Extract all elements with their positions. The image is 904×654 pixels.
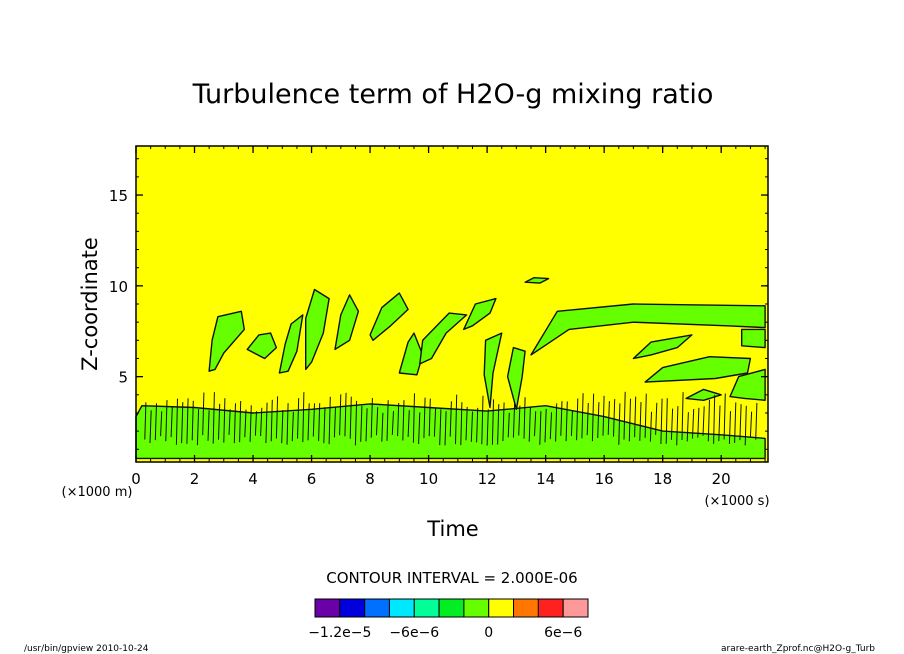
x-tick-label: 12 [478,470,497,488]
contour-region-15 [369,292,409,341]
colorbar-swatch [488,598,515,618]
y-tick-label: 10 [109,278,128,296]
x-axis-unit: (×1000 s) [704,494,769,509]
contour-region-10 [208,310,246,372]
x-tick-label: 0 [131,470,141,488]
x-tick-label: 2 [190,470,200,488]
contour-region-11 [246,332,278,360]
contour-region-7 [685,388,722,401]
y-axis-unit: (×1000 m) [62,485,133,500]
colorbar-tick-label: 6e−6 [544,625,582,641]
colorbar-swatch [388,598,415,618]
contour-region-6 [729,368,766,401]
colorbar-swatch [463,598,490,618]
colorbar-swatch [537,598,564,618]
y-axis-label: Z-coordinate [78,237,102,371]
colorbar: −1.2e−5 −6e−6 0 6e−6 [308,598,589,641]
x-tick-label: 16 [595,470,614,488]
colorbar-tick-label: −6e−6 [389,625,439,641]
x-tick-label: 4 [248,470,258,488]
contour-region-13 [305,288,330,371]
contour-region-2 [506,346,526,410]
boundary-layer-contours [144,391,758,446]
contour-region-16 [398,332,424,376]
colorbar-swatch [513,598,539,618]
x-tick-label: 18 [653,470,672,488]
x-tick-label: 10 [419,470,438,488]
x-tick-label: 14 [536,470,555,488]
colorbar-swatch [364,598,390,618]
contour-region-17 [419,312,468,365]
y-axis-ticks: 5 10 15 [109,158,768,450]
contour-region-12 [278,314,304,374]
colorbar-swatch [314,598,341,618]
colorbar-tick-label: 0 [484,625,493,641]
contour-region-9 [524,277,550,284]
colorbar-tick-label: −1.2e−5 [308,625,371,641]
contour-region-1 [483,332,503,409]
colorbar-swatch [339,598,366,618]
x-axis-label: Time [426,517,478,541]
contour-detail-lines [144,391,758,446]
footer-program-info: /usr/bin/gpview 2010-10-24 [24,644,149,654]
contour-region-18 [463,297,497,331]
colorbar-swatch [413,598,440,618]
y-tick-label: 5 [118,369,128,387]
x-tick-label: 20 [712,470,731,488]
contour-region-4 [632,334,693,360]
x-tick-label: 6 [307,470,317,488]
contour-region-14 [334,294,360,351]
chart-title: Turbulence term of H2O-g mixing ratio [192,79,714,110]
x-axis-ticks: 0 2 4 6 8 10 12 14 16 18 20 [131,146,766,488]
contour-region-5 [644,356,752,383]
footer-file-info: arare-earth_Zprof.nc@H2O-g_Turb [721,644,875,654]
x-tick-label: 8 [365,470,375,488]
colorbar-swatch [562,598,589,618]
contour-region-3 [530,303,766,356]
contour-interval-label: CONTOUR INTERVAL = 2.000E-06 [326,569,577,587]
contour-region-8 [741,328,766,349]
colorbar-swatch [438,598,465,618]
y-tick-label: 15 [109,187,128,205]
